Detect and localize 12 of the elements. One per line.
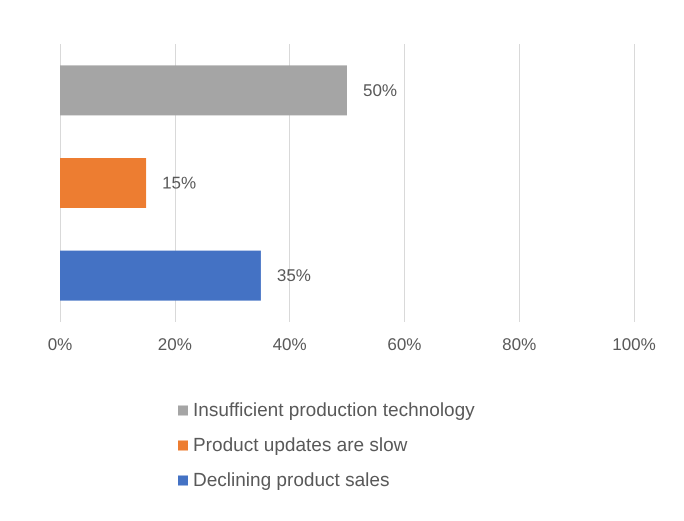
x-tick-label: 20% [158,335,192,354]
x-tick-label: 80% [502,335,536,354]
data-label: 50% [363,80,398,100]
x-tick-label: 60% [387,335,422,354]
data-label: 35% [276,266,311,286]
x-tick-label: 100% [612,335,656,354]
legend-label: Insufficient production technology [193,400,476,421]
legend-label: Product updates are slow [193,435,408,456]
data-label: 15% [162,174,196,192]
x-tick-label: 40% [272,335,307,354]
legend-label: Declining product sales [193,470,390,491]
x-tick-label: 0% [48,335,72,354]
